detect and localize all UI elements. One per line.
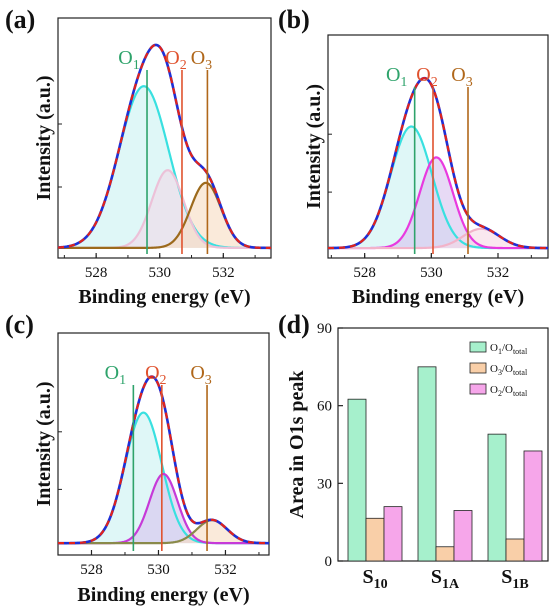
- peak-label-o2: O2: [145, 362, 166, 388]
- peak-fill-o1: [58, 86, 271, 248]
- peak-label-o3: O3: [451, 64, 472, 90]
- experimental-curve: [57, 43, 271, 250]
- bar-s10-o1: [347, 398, 367, 562]
- x-tick-label: 528: [353, 265, 376, 281]
- panel-label: (d): [278, 310, 310, 339]
- peak-fill-o1: [328, 126, 548, 249]
- plot-frame: [57, 332, 270, 556]
- x-tick-label: 528: [80, 562, 103, 578]
- x-tick-label: 530: [148, 265, 171, 281]
- category-label-s10: S10: [362, 566, 387, 592]
- x-tick-label: 532: [214, 562, 237, 578]
- category-label-s1b: S1B: [501, 566, 528, 592]
- bar-s1a-o1: [417, 366, 437, 562]
- legend-label-o3: O3/Ototal: [490, 363, 528, 377]
- fitted-envelope: [58, 375, 269, 545]
- fitted-envelope: [328, 77, 548, 250]
- peak-fill-o2: [328, 157, 548, 249]
- y-tick-label: 60: [317, 399, 332, 415]
- panel-a: (a) O1 O2 O3 528 530 532 Binding energy (eV) Int…: [5, 5, 272, 308]
- peak-label-o3: O3: [190, 362, 211, 388]
- panel-label: (b): [278, 5, 310, 34]
- bar-s1a-o3: [435, 546, 455, 562]
- legend-swatch-o2: [469, 383, 487, 395]
- panel-c: (c) O1 O2 O3 528 530 532 Binding energy (eV) Int…: [5, 310, 270, 606]
- peak-label-o1: O1: [118, 47, 139, 73]
- peak-fill-o3: [328, 228, 548, 249]
- bar-s1b-o1: [487, 433, 507, 562]
- peak-fill-o3: [58, 520, 269, 544]
- x-tick-label: 532: [212, 265, 235, 281]
- y-tick-label: 30: [317, 476, 332, 492]
- x-axis-title: Binding energy (eV): [352, 286, 524, 308]
- x-tick-label: 532: [487, 265, 510, 281]
- peak-label-o2: O2: [416, 64, 437, 90]
- legend-label-o2: O2/Ototal: [490, 384, 528, 398]
- peak-fill-o3: [58, 182, 271, 248]
- panel-label: (c): [5, 310, 34, 339]
- y-tick-label: 90: [317, 321, 332, 337]
- panel-d: (d) 0 30 60 90 Area in O1s peak S10 S1A S1B O1/Ot…: [278, 310, 549, 592]
- bar-s10-o2: [383, 506, 403, 562]
- plot-frame: [57, 17, 272, 259]
- bar-s1a-o2: [453, 510, 473, 562]
- peak-fill-o2: [58, 170, 271, 248]
- x-axis-title: Binding energy (eV): [78, 286, 250, 308]
- legend-label-o1: O1/Ototal: [490, 342, 528, 356]
- plot-frame: [327, 34, 549, 259]
- y-axis-title: Intensity (a.u.): [33, 75, 55, 200]
- peak-fill-o2: [58, 474, 269, 544]
- category-label-s1a: S1A: [431, 566, 460, 592]
- panel-label: (a): [5, 5, 35, 34]
- peak-label-o3: O3: [191, 47, 212, 73]
- y-tick-label: 0: [325, 554, 333, 570]
- bar-s1b-o3: [505, 538, 525, 562]
- y-axis-title: Intensity (a.u.): [303, 84, 325, 209]
- bar-s10-o3: [365, 517, 385, 562]
- x-tick-label: 528: [85, 265, 108, 281]
- peak-label-o2: O2: [165, 47, 186, 73]
- panel-b: (b) O1 O2 O3 528 530 532 Binding energy (eV) Int…: [278, 5, 549, 308]
- legend-swatch-o1: [469, 341, 487, 353]
- peak-label-o1: O1: [105, 362, 126, 388]
- bar-s1b-o2: [523, 450, 543, 562]
- x-tick-label: 530: [420, 265, 443, 281]
- peak-label-o1: O1: [386, 64, 407, 90]
- x-tick-label: 530: [147, 562, 170, 578]
- y-axis-title: Intensity (a.u.): [33, 381, 55, 506]
- legend-swatch-o3: [469, 362, 487, 374]
- y-axis-title: Area in O1s peak: [286, 370, 308, 519]
- x-axis-title: Binding energy (eV): [77, 584, 249, 606]
